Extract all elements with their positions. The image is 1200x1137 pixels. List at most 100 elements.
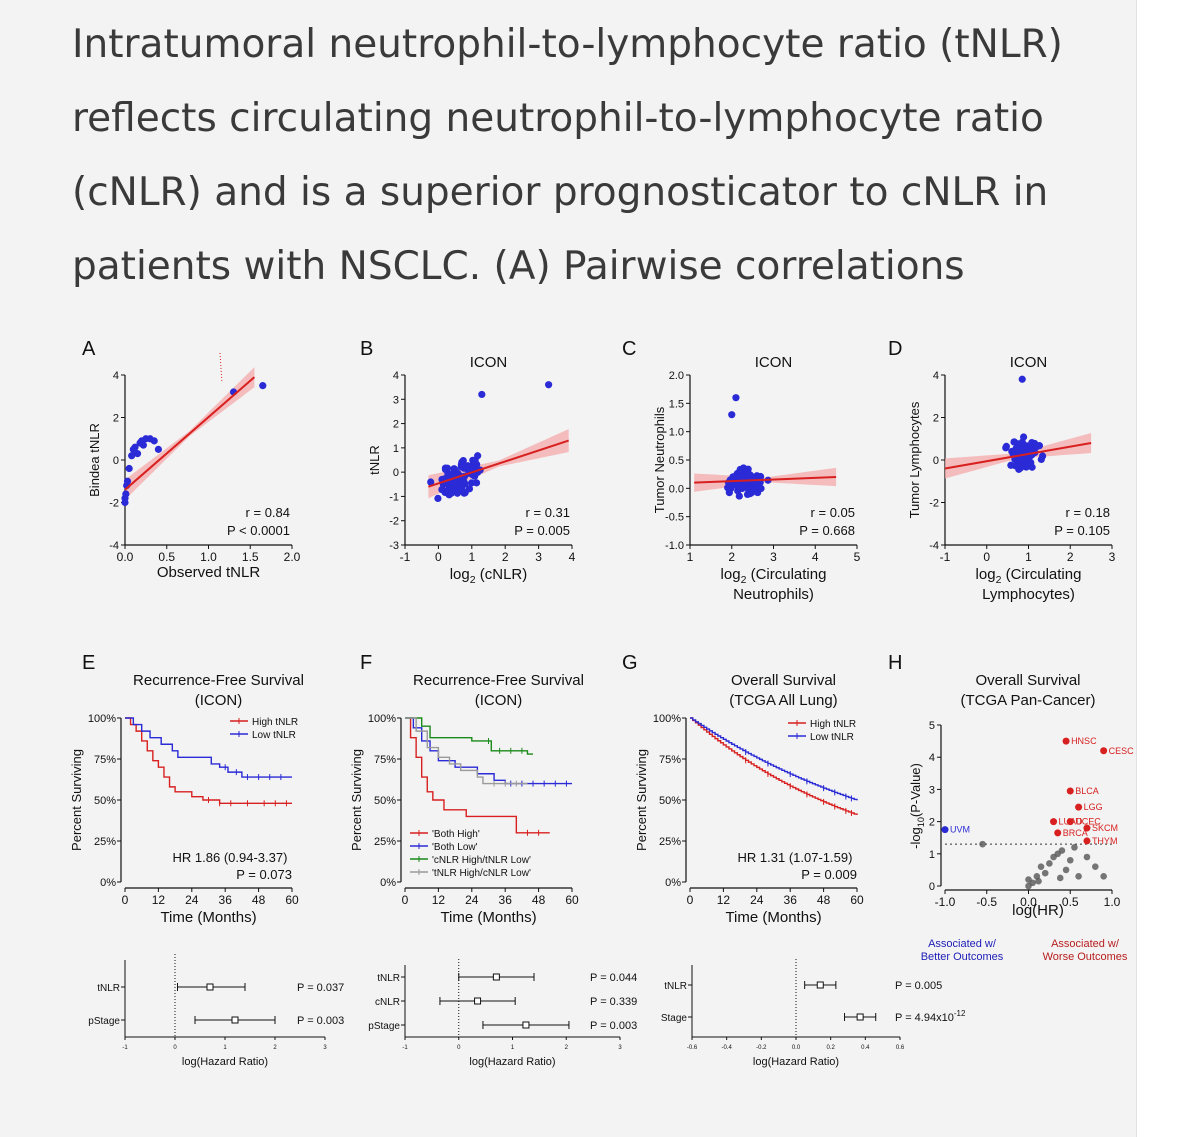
panel-a-point: [154, 445, 162, 453]
panel-a-y-tick-label: -2: [109, 498, 119, 510]
forest-j-estimate: [474, 997, 482, 1005]
panel-c-fit-line: [694, 476, 837, 484]
panel-a-fit-line: [124, 376, 256, 491]
panel-h-point-lgg: [1075, 803, 1083, 811]
panel-a-x-tick-label: 2.0: [284, 550, 301, 564]
forest-j-xlabel: log(Hazard Ratio): [469, 1056, 555, 1068]
panel-e-title2: (ICON): [195, 692, 243, 709]
panel-a-point: [123, 477, 132, 485]
forest-i-x-tick-label: 3: [323, 1045, 327, 1051]
panel-a-x-tick-label: 1.5: [242, 550, 259, 564]
panel-a-point: [139, 441, 147, 449]
panel-h-point-ns: [1056, 874, 1064, 882]
panel-h-point-blca: [1066, 787, 1074, 795]
panel-c-x-tick-label: 4: [812, 550, 819, 564]
panel-d-point: [1021, 459, 1029, 467]
panel-f-curve-cnlr-high: [405, 717, 534, 755]
panel-b-point: [458, 484, 466, 493]
panel-c-title: ICON: [755, 354, 793, 371]
panel-h-point-ns: [1025, 882, 1032, 890]
forest-j-estimate: [492, 973, 500, 981]
panel-b-point: [464, 462, 472, 470]
panel-e-y-tick-label: 50%: [94, 795, 116, 807]
panel-c-y-tick-label: -1.0: [665, 540, 684, 552]
panel-f-x-tick-label: 48: [532, 893, 546, 907]
panel-c-point: [732, 394, 740, 402]
forest-k-p-value: P = 0.005: [895, 980, 942, 992]
panel-d-title: ICON: [1010, 354, 1048, 371]
panel-d-xlabel2: Lymphocytes): [982, 586, 1075, 603]
panel-b-x-tick-label: 4: [569, 550, 576, 564]
forest-i-p-value: P = 0.037: [297, 982, 344, 994]
panel-e-legend-label: High tNLR: [252, 717, 298, 728]
panel-h-y-tick-label: 4: [929, 752, 935, 764]
panel-a-point: [131, 443, 139, 451]
forest-j-p-value: P = 0.339: [590, 996, 637, 1008]
panel-g-x-tick-label: 60: [850, 893, 864, 907]
panel-c-point: [735, 492, 743, 500]
panel-d-letter: D: [888, 338, 902, 360]
panel-f-title: Recurrence-Free Survival: [413, 672, 584, 689]
panel-b-y-tick-label: -3: [389, 540, 399, 552]
panel-h-point-ns: [1092, 863, 1099, 870]
panel-h-label-brca: BRCA: [1063, 828, 1088, 838]
panel-b-letter: B: [360, 338, 373, 360]
forest-i-x-tick-label: -1: [122, 1045, 128, 1051]
panel-d-x-tick-label: 3: [1109, 550, 1116, 564]
panel-e-x-tick-label: 48: [252, 893, 266, 907]
panel-b-point: [427, 478, 435, 486]
panel-b-point: [478, 390, 486, 399]
panel-d-point: [1037, 455, 1045, 464]
panel-d-point: [1018, 375, 1026, 383]
forest-k-xlabel: log(Hazard Ratio): [753, 1056, 839, 1068]
panel-h-x-tick-label: 0.5: [1062, 895, 1079, 909]
panel-a-ylabel: Bindea tNLR: [87, 423, 102, 497]
panel-g-x-tick-label: 0: [687, 893, 694, 907]
panel-h-point-luad: [1050, 818, 1058, 826]
forest-i-x-tick-label: 0: [173, 1045, 177, 1051]
forest-j-x-tick-label: 1: [511, 1045, 515, 1051]
panel-c-y-tick-label: 0.0: [669, 483, 684, 495]
panel-d-point: [1013, 440, 1021, 448]
panel-b-xlabel: log2 (cNLR): [450, 566, 528, 586]
panel-h-x-tick-label: -1.0: [935, 895, 956, 909]
panel-a-letter: A: [82, 338, 96, 360]
forest-i-row-label: pStage: [88, 1016, 120, 1027]
panel-h-point-skcm: [1083, 824, 1091, 832]
panel-g-y-tick-label: 75%: [659, 754, 681, 766]
panel-c-x-tick-label: 3: [770, 550, 777, 564]
scrollbar[interactable]: [1136, 0, 1200, 1137]
panel-g-y-tick-label: 0%: [665, 877, 681, 889]
panel-c-xlabel2: Neutrophils): [733, 586, 814, 603]
panel-f-y-tick-label: 100%: [368, 713, 396, 725]
panel-g-xlabel: Time (Months): [725, 909, 821, 926]
forest-j-p-value: P = 0.003: [590, 1020, 637, 1032]
panel-e-hr: HR 1.86 (0.94-3.37): [173, 850, 288, 865]
panel-c-y-tick-label: 1.5: [669, 398, 684, 410]
panel-h-worse-1: Associated w/: [1051, 938, 1120, 950]
panel-e-p-value: P = 0.073: [236, 867, 292, 882]
panel-b-x-tick-label: 0: [435, 550, 442, 564]
panel-b-y-tick-label: -1: [389, 491, 399, 503]
panel-a-y-tick-label: 2: [113, 413, 119, 425]
forest-k-row-label: tNLR: [664, 981, 687, 992]
panel-h-better-2: Better Outcomes: [921, 951, 1004, 963]
panel-b-p-value: P = 0.005: [514, 523, 570, 538]
panel-a-y-tick-label: 0: [113, 455, 119, 467]
panel-g-letter: G: [622, 652, 638, 674]
panel-c-x-tick-label: 1: [687, 550, 694, 564]
panel-c-point: [739, 473, 748, 481]
panel-h-point-ucec: [1066, 818, 1074, 826]
panel-f-title2: (ICON): [475, 692, 523, 709]
panel-b-point: [473, 460, 481, 469]
figure-caption: Intratumoral neutrophil-to-lymphocyte ra…: [72, 22, 1063, 289]
panel-h-point-hnsc: [1062, 737, 1070, 745]
panel-f-legend-label: 'Both Low': [432, 842, 478, 853]
forest-j-row-label: tNLR: [377, 973, 400, 984]
panel-d-p-value: P = 0.105: [1054, 523, 1110, 538]
forest-j-estimate: [522, 1021, 530, 1029]
panel-h-point-uvm: [941, 826, 949, 834]
forest-k-row-label: Stage: [661, 1013, 688, 1024]
panel-a-xlabel: Observed tNLR: [157, 564, 261, 581]
panel-h-y-tick-label: 2: [929, 817, 935, 829]
